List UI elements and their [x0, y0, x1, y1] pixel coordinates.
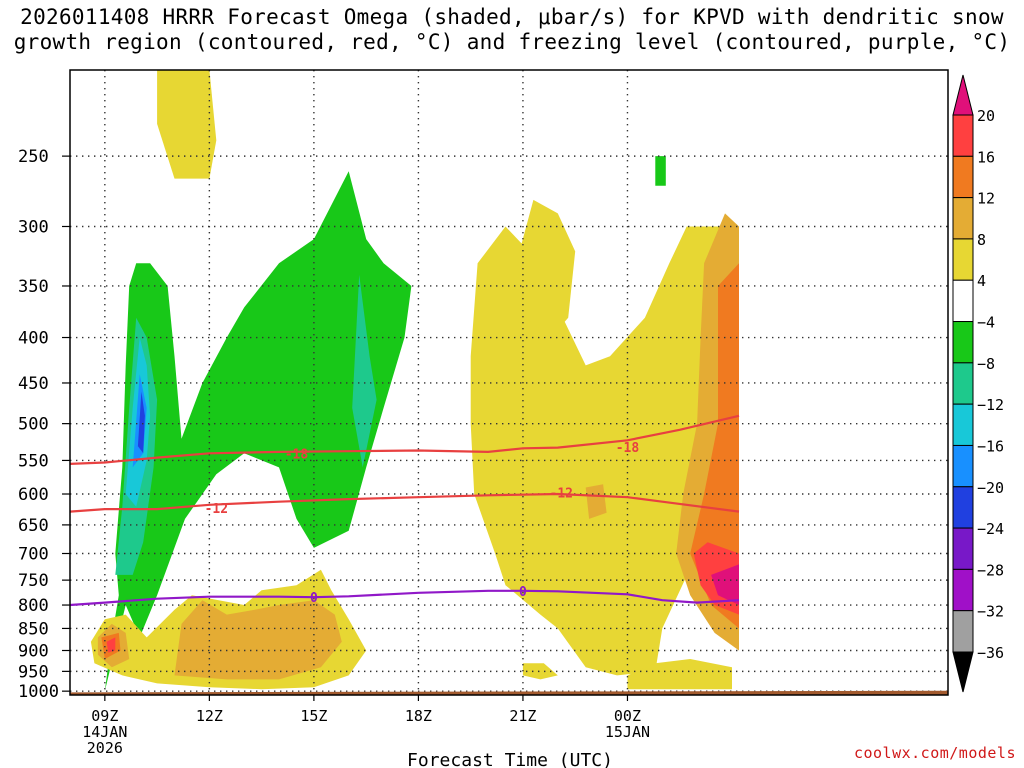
title-line-1: 2026011408 HRRR Forecast Omega (shaded, …: [20, 5, 1004, 29]
omega-region-upward-weak: [104, 171, 412, 692]
contour-label-5: 0: [519, 585, 527, 600]
colorbar-label-10: −24: [977, 520, 1004, 538]
omega-region-sinking-low-right-2: [627, 659, 732, 690]
ytick-label-350: 350: [18, 277, 49, 297]
ytick-label-1000: 1000: [18, 682, 59, 702]
colorbar-box-10: [952, 527, 974, 570]
contour-label-3: -12: [550, 487, 573, 502]
omega-region-upward-top-right: [655, 156, 666, 186]
contour-label-4: 0: [310, 591, 318, 606]
colorbar-label-2: 12: [977, 190, 995, 208]
xtick-sublabel-09Z: 14JAN: [82, 723, 127, 741]
contour-freezing-level: [70, 589, 740, 607]
omega-region-sinking-top-left: [157, 70, 217, 179]
xtick-label-15Z: 15Z: [300, 707, 327, 725]
omega-region-sinking-mid-upper-right: [470, 226, 739, 676]
colorbar-box-6: [952, 362, 974, 405]
xtick-sublabel-00Z: 15JAN: [605, 723, 650, 741]
colorbar-box-3: [952, 238, 974, 281]
xtick-label-09Z: 09Z: [91, 707, 118, 725]
colorbar-box-11: [952, 568, 974, 612]
colorbar-label-7: −12: [977, 396, 1004, 414]
terrain-fill: [70, 690, 948, 695]
ytick-label-550: 550: [18, 451, 49, 471]
omega-region-sinking-top-mid: [519, 199, 576, 338]
ytick-label-250: 250: [18, 147, 49, 167]
colorbar-box-0: [952, 114, 974, 157]
colorbar-label-4: 4: [977, 272, 986, 290]
ytick-label-700: 700: [18, 545, 49, 565]
xtick-label-00Z: 00Z: [614, 707, 641, 725]
xtick-label-21Z: 21Z: [509, 707, 536, 725]
omega-region-upward-strongest: [137, 391, 145, 454]
colorbar-box-9: [952, 486, 974, 529]
x-axis-label: Forecast Time (UTC): [407, 750, 613, 768]
omega-region-sinking-strongest-right: [711, 564, 739, 605]
ytick-label-950: 950: [18, 662, 49, 682]
colorbar-label-13: −36: [977, 644, 1004, 662]
omega-region-sinking-strong-right: [690, 263, 739, 629]
colorbar-label-9: −20: [977, 479, 1004, 497]
title-line-2: growth region (contoured, red, °C) and f…: [13, 30, 1011, 54]
omega-region-sinking-low-right: [522, 663, 558, 680]
colorbar-top-triangle: [952, 74, 974, 116]
omega-region-sinking-moderate-low-2: [174, 600, 342, 680]
contour-label-2: -12: [205, 502, 228, 517]
ytick-label-600: 600: [18, 485, 49, 505]
ytick-label-850: 850: [18, 619, 49, 639]
contour-label-0: -18: [285, 447, 309, 462]
colorbar-box-7: [952, 403, 974, 446]
colorbar-box-8: [952, 444, 974, 488]
xtick-label-18Z: 18Z: [405, 707, 432, 725]
ytick-label-900: 900: [18, 641, 49, 661]
colorbar-box-5: [952, 321, 974, 364]
ytick-label-500: 500: [18, 415, 49, 435]
colorbar-box-2: [952, 197, 974, 240]
credit-url[interactable]: coolwx.com/models: [853, 744, 1016, 762]
colorbar-box-12: [952, 610, 974, 653]
ytick-label-750: 750: [18, 571, 49, 591]
ytick-label-300: 300: [18, 217, 49, 237]
colorbar-label-12: −32: [977, 603, 1004, 621]
omega-region-upward-moderate-2: [352, 274, 377, 468]
contour-dgz-top: [70, 414, 740, 465]
colorbar-label-5: −4: [977, 314, 995, 332]
colorbar-label-8: −16: [977, 437, 1004, 455]
omega-region-sinking-moderate-mid: [585, 484, 607, 519]
ytick-label-650: 650: [18, 516, 49, 536]
contour-label-1: -18: [616, 441, 640, 456]
colorbar-label-3: 8: [977, 231, 986, 249]
ytick-label-450: 450: [18, 374, 49, 394]
colorbar-box-1: [952, 155, 974, 199]
omega-region-sinking-stronger-low: [106, 637, 116, 653]
colorbar-label-0: 20: [977, 107, 995, 125]
xtick-label-12Z: 12Z: [196, 707, 223, 725]
ytick-label-400: 400: [18, 329, 49, 349]
plot-area: -18 -18 -12 -12 0 0: [70, 70, 948, 695]
colorbar-bottom-triangle: [952, 651, 974, 693]
colorbar-box-4: [952, 279, 974, 323]
xtick-sublabel2-09Z: 2026: [87, 739, 123, 757]
ytick-label-800: 800: [18, 596, 49, 616]
colorbar-label-1: 16: [977, 148, 995, 166]
contour-dgz-bottom: [70, 492, 740, 513]
colorbar-label-6: −8: [977, 355, 995, 373]
colorbar-label-11: −28: [977, 561, 1004, 579]
